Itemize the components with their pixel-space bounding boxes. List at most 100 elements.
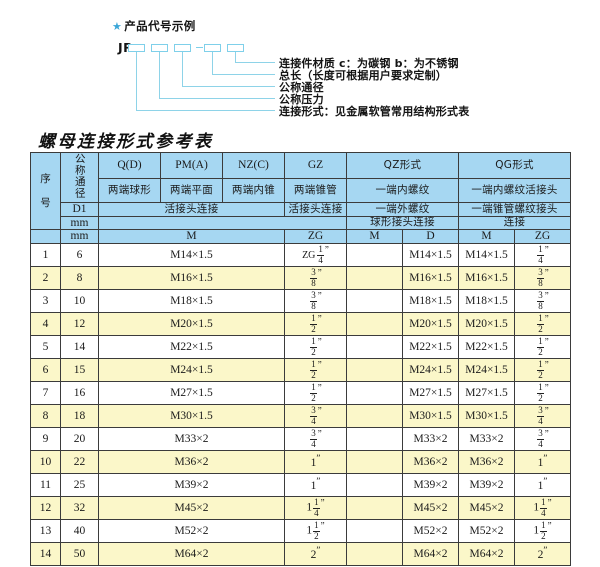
cell-thread-m: M27×1.5 <box>98 381 285 406</box>
table-row: 9 20 M33×2 3 4” M33×2 M33×2 3 4” <box>30 427 572 452</box>
header-desc-qg-3: 连接 <box>458 215 572 231</box>
cell-thread-m: M18×1.5 <box>98 289 285 314</box>
code-box-3 <box>174 44 191 52</box>
cell-qg-zg: 3 8” <box>514 289 572 314</box>
code-label-nominal-diameter: 公称通径 <box>279 81 324 94</box>
cell-qg-m: M20×1.5 <box>458 312 516 337</box>
header-thread-zg-gz: ZG <box>284 229 347 245</box>
cell-qz-d: M18×1.5 <box>401 289 460 314</box>
cell-nominal-diameter: 32 <box>60 496 99 521</box>
leader-h-2 <box>159 98 275 100</box>
cell-nominal-diameter: 16 <box>60 381 99 406</box>
cell-gz-zg: ZG 1 4” <box>284 243 347 268</box>
header-group-code-pma: PM(A) <box>160 151 223 180</box>
table-row: 1 6 M14×1.5 ZG 1 4” M14×1.5 M14×1.5 1 4” <box>30 243 572 268</box>
cell-nominal-diameter: 8 <box>60 266 99 291</box>
cell-thread-m: M16×1.5 <box>98 266 285 291</box>
cell-gz-zg: 3 8” <box>284 289 347 314</box>
page-title: 螺母连接形式参考表 <box>38 132 214 152</box>
header-desc-qz-3: 球形接头连接 <box>345 215 460 231</box>
cell-qz-d: M22×1.5 <box>401 335 460 360</box>
cell-thread-m: M20×1.5 <box>98 312 285 337</box>
header-seq-char-2: 号 <box>40 197 51 210</box>
cell-qg-zg: 1” <box>514 473 572 498</box>
cell-qz-d: M39×2 <box>401 473 460 498</box>
header-nominal-diameter: 公称通径 <box>60 151 99 204</box>
header-thread-spacer-seq <box>30 229 61 245</box>
cell-thread-m: M36×2 <box>98 450 285 475</box>
header-group-code-nzc: NZ(C) <box>222 151 285 180</box>
cell-qg-m: M52×2 <box>458 519 516 544</box>
cell-gz-zg: 1 2” <box>284 381 347 406</box>
cell-qg-m: M45×2 <box>458 496 516 521</box>
leader-v-2 <box>159 52 161 99</box>
cell-nominal-diameter: 6 <box>60 243 99 268</box>
cell-qg-zg: 1 2” <box>514 358 572 383</box>
cell-qz-d: M27×1.5 <box>401 381 460 406</box>
leader-v-4 <box>212 52 214 75</box>
cell-qz-d: M64×2 <box>401 542 460 567</box>
header-thread-d-qz: D <box>401 229 460 245</box>
cell-qz-m <box>346 542 403 567</box>
cell-gz-zg: 1 1 4” <box>284 496 347 521</box>
code-dash-separator <box>196 47 203 49</box>
cell-gz-zg: 1” <box>284 473 347 498</box>
cell-thread-m: M39×2 <box>98 473 285 498</box>
cell-qg-m: M24×1.5 <box>458 358 516 383</box>
cell-gz-zg: 1 2” <box>284 335 347 360</box>
header-thread-m-qg: M <box>458 229 516 245</box>
cell-seq: 14 <box>30 542 61 567</box>
cell-qg-m: M22×1.5 <box>458 335 516 360</box>
cell-seq: 2 <box>30 266 61 291</box>
code-box-5 <box>227 44 244 52</box>
header-desc-pma: 两端平面 <box>160 178 223 204</box>
cell-qz-m <box>346 519 403 544</box>
cell-qz-m <box>346 427 403 452</box>
cell-qz-m <box>346 358 403 383</box>
header-desc-qz-1: 一端内螺纹 <box>345 178 460 204</box>
header-group-code-qz: QZ形式 <box>345 151 460 180</box>
leader-h-5 <box>235 62 267 64</box>
header-row-threads: mm M ZG M D M ZG <box>30 229 572 245</box>
spec-table-container: 序 号 公称通径 Q(D) PM(A) NZ(C) GZ QZ形式 QG形式 两… <box>30 151 572 567</box>
cell-qz-d: M33×2 <box>401 427 460 452</box>
cell-seq: 7 <box>30 381 61 406</box>
header-desc-qg-1: 一端内螺纹活接头 <box>458 178 572 204</box>
cell-thread-m: M64×2 <box>98 542 285 567</box>
table-row: 5 14 M22×1.5 1 2” M22×1.5 M22×1.5 1 2” <box>30 335 572 360</box>
cell-seq: 3 <box>30 289 61 314</box>
cell-qg-zg: 1 1 4” <box>514 496 572 521</box>
code-box-1 <box>128 44 145 52</box>
cell-nominal-diameter: 15 <box>60 358 99 383</box>
code-box-4 <box>204 44 221 52</box>
table-header: 序 号 公称通径 Q(D) PM(A) NZ(C) GZ QZ形式 QG形式 两… <box>30 151 572 245</box>
cell-nominal-diameter: 25 <box>60 473 99 498</box>
cell-gz-zg: 2” <box>284 542 347 567</box>
cell-qg-m: M16×1.5 <box>458 266 516 291</box>
leader-v-1 <box>136 52 138 111</box>
header-thread-m-qz: M <box>346 229 403 245</box>
header-row-desc3: mm 球形接头连接 连接 <box>31 215 572 231</box>
cell-qz-d: M16×1.5 <box>401 266 460 291</box>
cell-gz-zg: 1 2” <box>284 312 347 337</box>
header-thread-zg-qg: ZG <box>514 229 572 245</box>
cell-qg-zg: 1 2” <box>514 312 572 337</box>
cell-seq: 12 <box>30 496 61 521</box>
product-code-diagram: ★ 产品代号示例 JR 连接件材质 c：为碳钢 b：为不锈钢 总长（长度可根据用户… <box>0 0 600 128</box>
cell-qz-m <box>346 266 403 291</box>
code-label-material: 连接件材质 c：为碳钢 b：为不锈钢 <box>279 57 459 70</box>
header-connect-qpn: 活接头连接 <box>98 202 285 217</box>
leader-h-1 <box>136 110 275 112</box>
cell-nominal-diameter: 20 <box>60 427 99 452</box>
header-row-code: 序 号 公称通径 Q(D) PM(A) NZ(C) GZ QZ形式 QG形式 <box>30 151 572 231</box>
product-code-heading-text: 产品代号示例 <box>124 19 196 33</box>
cell-thread-m: M30×1.5 <box>98 404 285 429</box>
header-desc-gz: 两端锥管 <box>284 178 347 204</box>
header-group-code-qg: QG形式 <box>458 151 572 180</box>
cell-qg-m: M39×2 <box>458 473 516 498</box>
cell-qg-zg: 1 1 2” <box>514 519 572 544</box>
code-label-total-length: 总长（长度可根据用户要求定制） <box>279 69 447 82</box>
nut-connection-spec-table: 序 号 公称通径 Q(D) PM(A) NZ(C) GZ QZ形式 QG形式 两… <box>30 151 572 567</box>
cell-qg-m: M27×1.5 <box>458 381 516 406</box>
cell-qg-m: M33×2 <box>458 427 516 452</box>
